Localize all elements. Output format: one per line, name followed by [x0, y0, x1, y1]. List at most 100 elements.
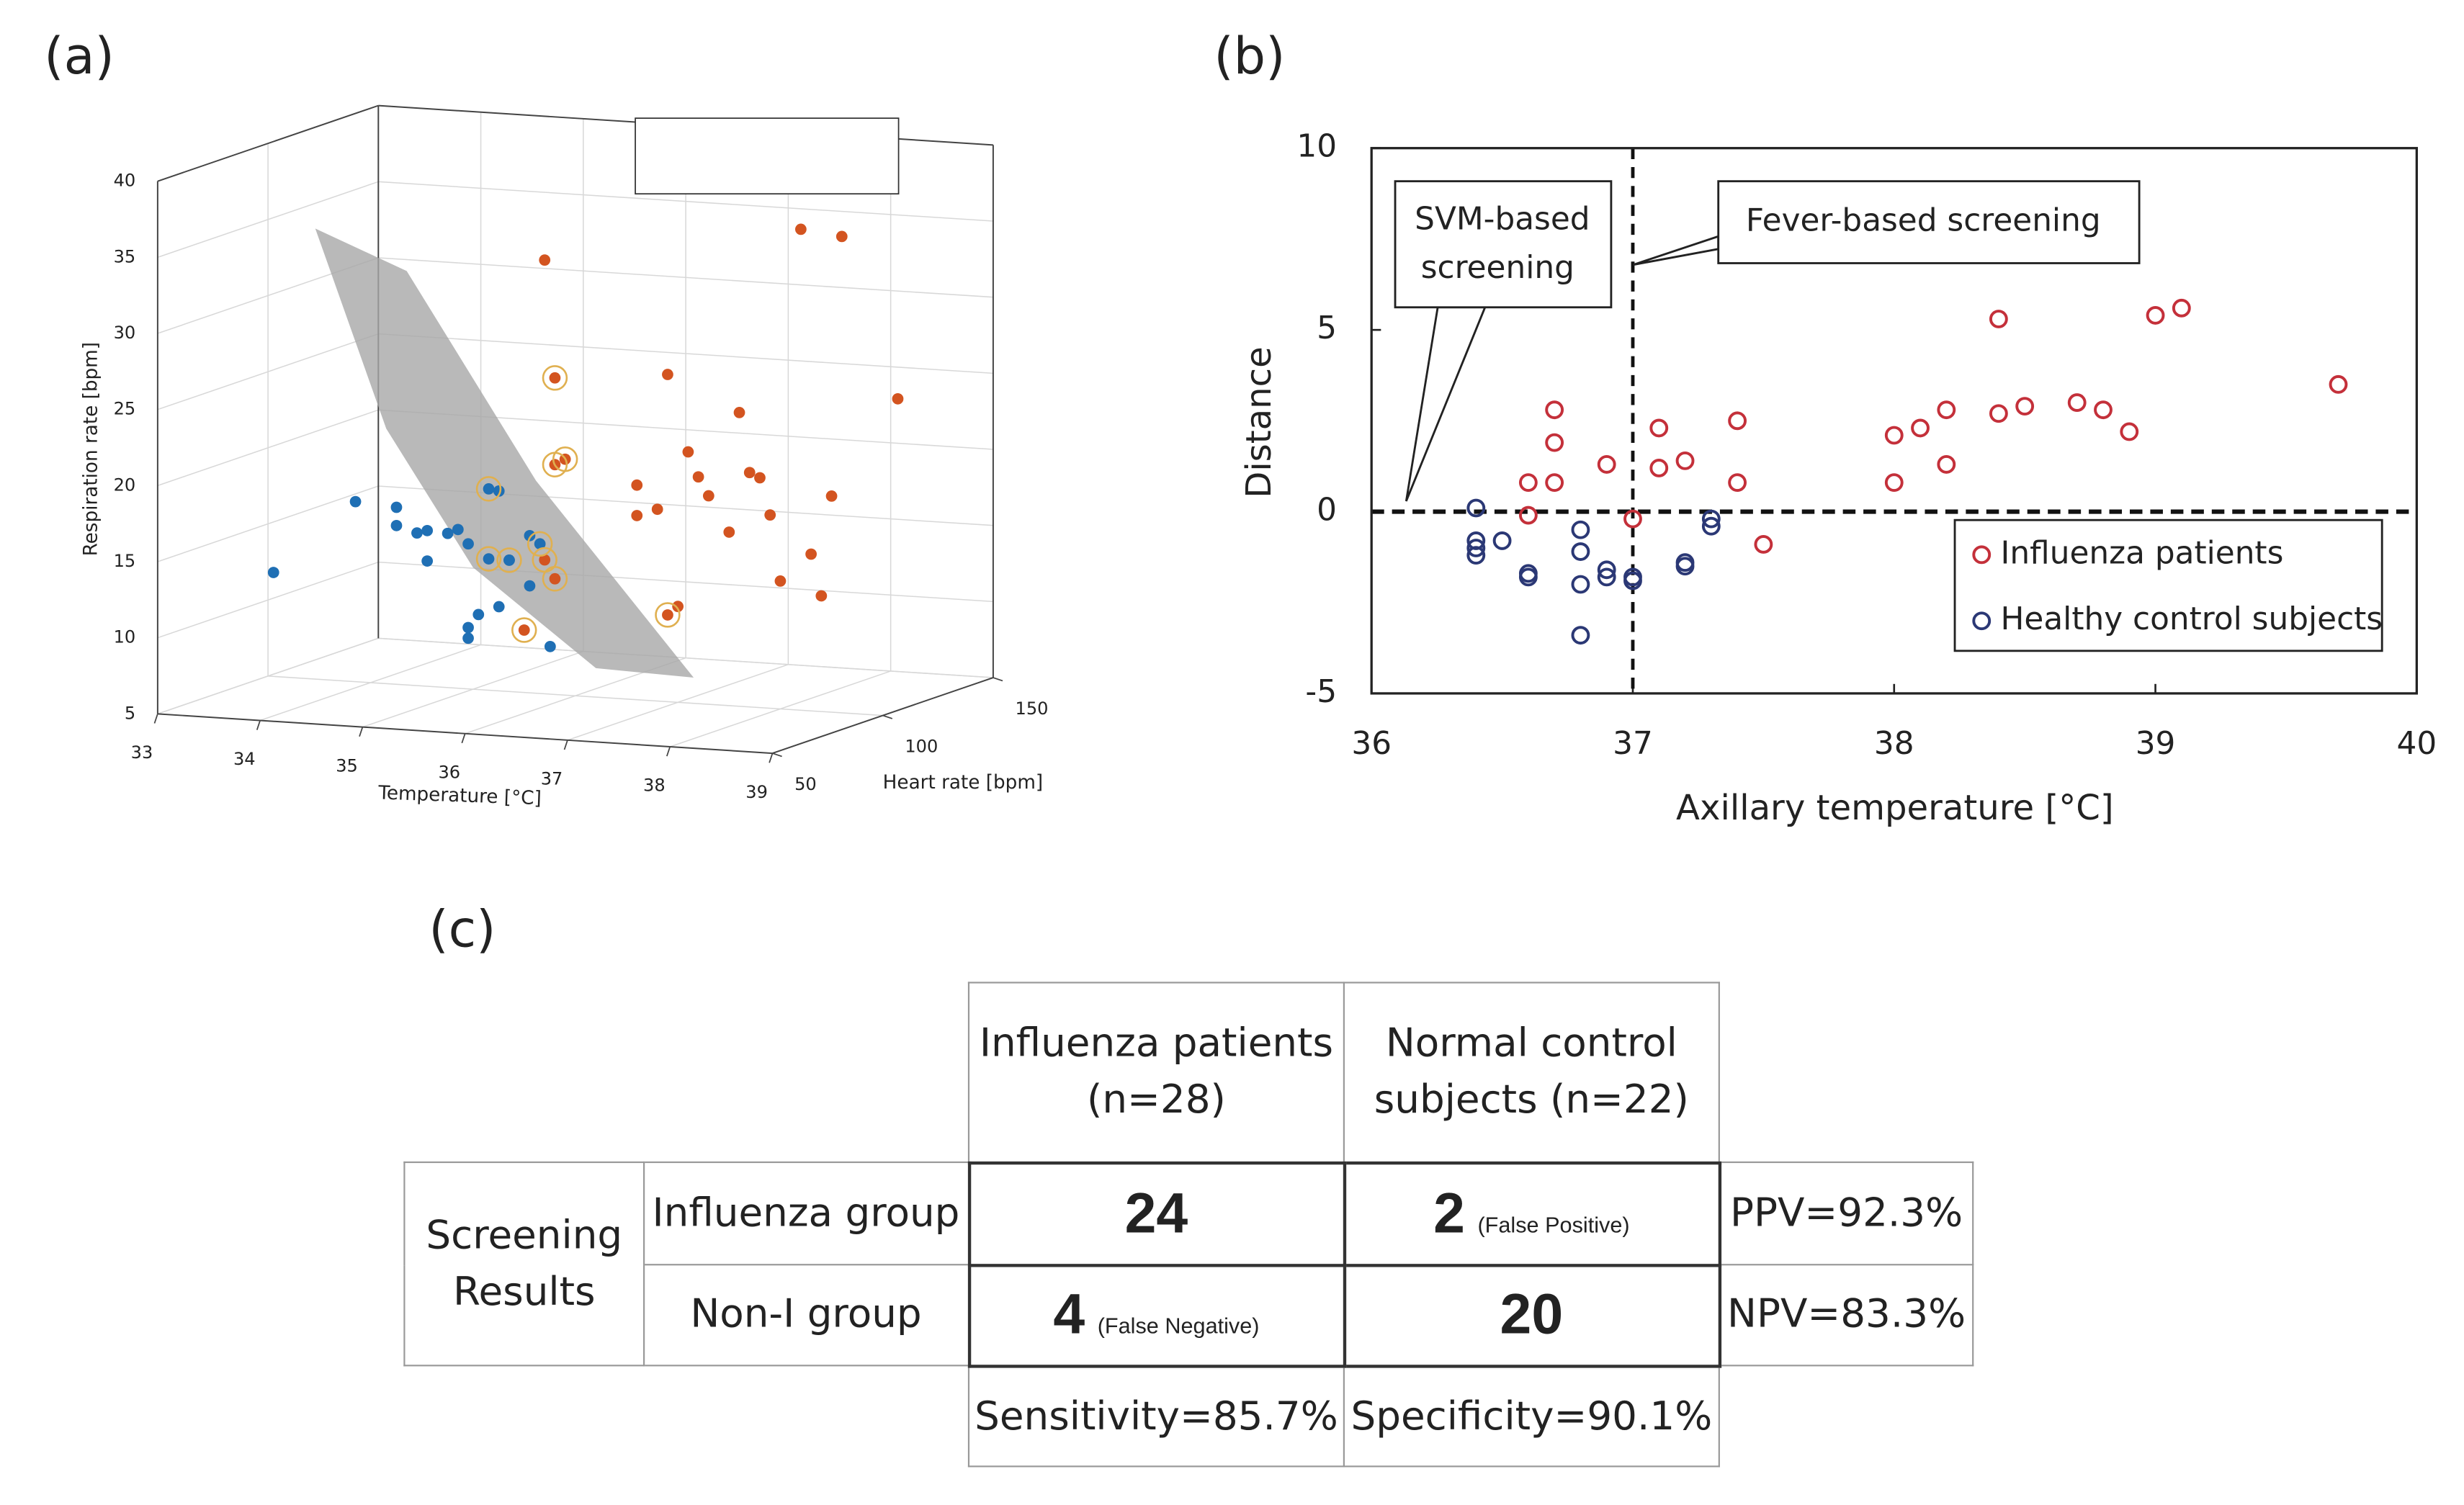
x-tick [461, 733, 466, 744]
point [1518, 473, 1538, 493]
y-tick-label: 5 [1317, 310, 1337, 346]
x-tick-label: 38 [1874, 725, 1914, 762]
point [503, 554, 515, 566]
point [835, 230, 848, 243]
point [655, 602, 681, 628]
cell: 2 (False Positive) [1342, 1160, 1721, 1267]
grid-line [157, 409, 379, 487]
point [795, 223, 807, 235]
point [452, 524, 464, 536]
point [733, 407, 745, 418]
point [1754, 535, 1773, 554]
svm-hyperplane [315, 228, 694, 678]
x-tick-label: 37 [541, 769, 563, 789]
count: 4 [1053, 1282, 1085, 1347]
point [267, 567, 279, 578]
point [723, 526, 735, 538]
header-cell: Influenza patients (n=28) [967, 981, 1345, 1164]
point [552, 446, 578, 472]
header-cell: Normal control subjects (n=22) [1343, 981, 1720, 1164]
x-tick-label: 40 [2396, 725, 2437, 762]
point [1623, 509, 1642, 529]
point [2146, 306, 2165, 325]
x-tick [359, 727, 364, 737]
point [462, 538, 474, 550]
point [534, 538, 546, 550]
y-axis-label: Heart rate [bpm] [883, 772, 1043, 794]
point [527, 531, 553, 557]
metric: PPV=92.3% [1718, 1161, 1974, 1266]
legend-label: Healthy control subjects [2001, 601, 2383, 637]
y-tick-label: 10 [1296, 128, 1337, 165]
y-tick [772, 752, 782, 758]
grid-line [157, 637, 379, 715]
row: Screening Results Influenza group 24 2 (F… [403, 1160, 1974, 1367]
point [2094, 400, 2113, 420]
metric: NPV=83.3% [1718, 1264, 1974, 1367]
grid-line [378, 333, 993, 374]
z-axis-label: Respiration rate [bpm] [80, 342, 102, 556]
cell: 24 [967, 1160, 1346, 1267]
z-tick-label: 10 [114, 627, 136, 647]
point [483, 483, 495, 495]
point [764, 509, 776, 521]
point [1597, 567, 1616, 587]
point [472, 608, 485, 621]
point [1466, 498, 1486, 518]
point [421, 524, 434, 536]
count: 20 [1500, 1282, 1564, 1347]
count: 24 [1124, 1180, 1188, 1245]
x-tick-label: 37 [1613, 725, 1653, 762]
point [1597, 454, 1616, 474]
point [1545, 473, 1564, 493]
point [1571, 542, 1590, 561]
point [662, 369, 673, 380]
point [1492, 531, 1512, 550]
point [1597, 560, 1616, 580]
point [1884, 426, 1904, 445]
x-tick [563, 740, 568, 750]
point [539, 554, 551, 566]
z-tick-label: 40 [114, 171, 136, 191]
y-axis-label: Distance [1239, 346, 1279, 498]
point [496, 547, 522, 573]
y-tick-label: 50 [794, 774, 817, 794]
legend-label: Influenza patients [2001, 534, 2284, 571]
point [2120, 422, 2139, 441]
y-tick-label: 0 [1317, 492, 1337, 529]
point [462, 632, 474, 644]
point [774, 575, 787, 587]
point [1989, 310, 2008, 328]
point [483, 553, 495, 565]
point [1937, 400, 1956, 420]
point [549, 372, 561, 384]
panel-a-bg [19, 101, 1072, 810]
point [2067, 393, 2087, 412]
point [1675, 557, 1695, 576]
point [524, 529, 536, 542]
point [1675, 451, 1695, 470]
point [2172, 298, 2191, 318]
point [815, 590, 828, 602]
y-tick-label: 150 [1016, 698, 1049, 719]
point [549, 572, 561, 585]
point [2015, 397, 2035, 416]
axis-edge [772, 677, 994, 755]
z-tick-label: 30 [114, 323, 136, 343]
footer-row: Sensitivity=85.7% Specificity=90.1% [404, 1365, 1973, 1468]
point [1571, 626, 1590, 645]
y-tick-label: 100 [905, 736, 938, 756]
row-group: Screening Results [403, 1161, 645, 1367]
point [1911, 418, 1930, 438]
z-tick-label: 15 [114, 551, 136, 571]
x-tick-label: 36 [438, 762, 460, 782]
legend-box [1953, 518, 2383, 652]
point [1571, 575, 1590, 594]
header-row: Influenza patients (n=28) Normal control… [404, 981, 1973, 1164]
row: Non-I group 4 (False Negative) 20 NPV=83.… [404, 1263, 1974, 1367]
point [2329, 374, 2348, 394]
grid-line [378, 181, 993, 222]
point [1649, 418, 1669, 438]
point [411, 527, 423, 539]
